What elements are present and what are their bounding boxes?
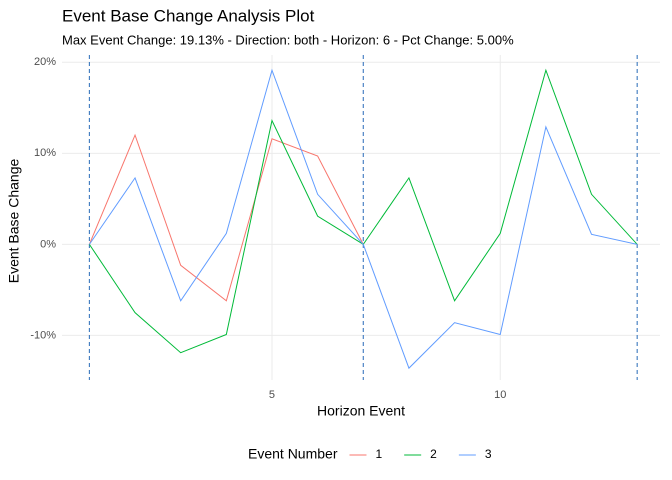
x-tick-label: 10 xyxy=(494,389,506,401)
x-axis-label: Horizon Event xyxy=(317,403,405,419)
chart-title: Event Base Change Analysis Plot xyxy=(62,6,315,25)
y-tick-label: 20% xyxy=(34,56,56,68)
y-tick-label: 10% xyxy=(34,147,56,159)
y-tick-label: -10% xyxy=(30,329,56,341)
legend-label: 2 xyxy=(430,447,437,461)
legend-title: Event Number xyxy=(248,446,338,462)
legend-label: 1 xyxy=(375,447,382,461)
legend-label: 3 xyxy=(485,447,492,461)
series-line xyxy=(88,68,638,370)
x-tick-label: 5 xyxy=(269,389,275,401)
y-axis-label: Event Base Change xyxy=(6,159,22,284)
chart-subtitle: Max Event Change: 19.13% - Direction: bo… xyxy=(62,32,514,47)
y-tick-label: 0% xyxy=(40,238,56,250)
series-line xyxy=(88,133,364,302)
